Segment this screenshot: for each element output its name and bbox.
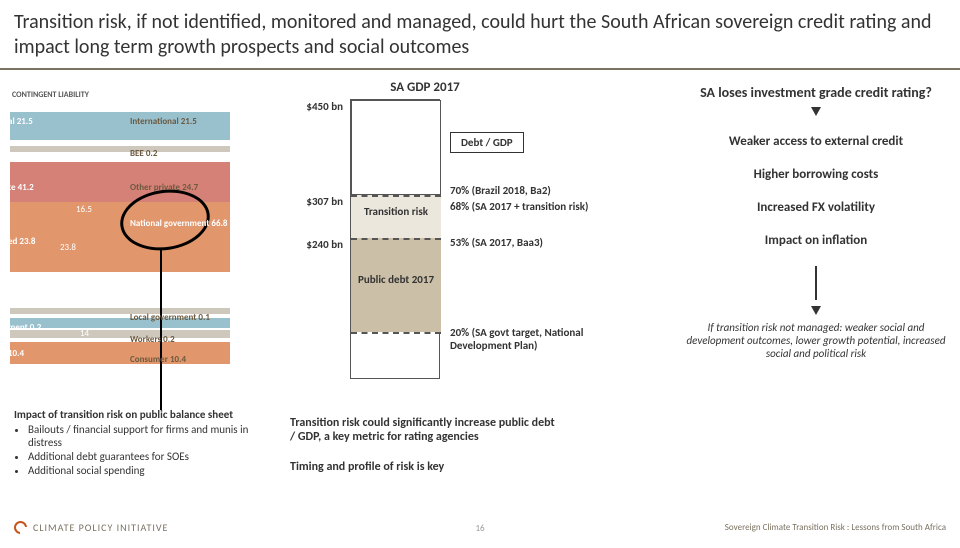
sankey-band bbox=[10, 330, 230, 338]
impact-bullets: Impact of transition risk on public bala… bbox=[14, 408, 254, 478]
bar-dash-line bbox=[351, 332, 441, 334]
sankey-mid-label: 14 bbox=[80, 328, 89, 339]
annotation-line bbox=[160, 250, 162, 410]
impact-heading: Impact of transition risk on public bala… bbox=[14, 408, 254, 421]
logo-ring-icon bbox=[14, 521, 27, 534]
content-area: CONTINGENT LIABILITY al 21.5 te 41.2 ed 23… bbox=[0, 70, 960, 548]
bar-axis-label: $307 bn bbox=[297, 195, 343, 208]
impact-bullet: Additional social spending bbox=[28, 464, 254, 477]
sankey-left-label: te 41.2 bbox=[8, 182, 34, 193]
consequences-footer: If transition risk not managed: weaker s… bbox=[686, 321, 946, 360]
impact-bullet: Additional debt guarantees for SOEs bbox=[28, 450, 254, 463]
sankey-heading: CONTINGENT LIABILITY bbox=[12, 90, 89, 100]
bar-segment-label: Public debt 2017 bbox=[351, 273, 441, 286]
sankey-right-label: Local government 0.1 bbox=[130, 312, 210, 323]
center-note: Transition risk could significantly incr… bbox=[290, 416, 560, 490]
sankey-right-label: Workers 0.2 bbox=[130, 334, 175, 345]
bar-axis-label: $450 bn bbox=[297, 100, 343, 113]
bar-side-label: 68% (SA 2017 + transition risk) bbox=[450, 200, 590, 213]
consequence-item: Increased FX volatility bbox=[686, 200, 946, 215]
footer-source: Sovereign Climate Transition Risk : Less… bbox=[725, 522, 946, 533]
bar-chart-title: SA GDP 2017 bbox=[290, 80, 560, 95]
center-note-p1: Transition risk could significantly incr… bbox=[290, 416, 560, 444]
title-bar: Transition risk, if not identified, moni… bbox=[0, 0, 960, 70]
page-title: Transition risk, if not identified, moni… bbox=[14, 10, 946, 60]
arrow-down-icon bbox=[811, 107, 821, 116]
sankey-band bbox=[10, 342, 230, 364]
consequences-column: SA loses investment grade credit rating?… bbox=[686, 84, 946, 360]
sankey-mid-label: 23.8 bbox=[60, 242, 76, 253]
sankey-left-label: al 21.5 bbox=[8, 116, 33, 127]
vertical-line bbox=[815, 266, 817, 300]
bar-side-label: 53% (SA 2017, Baa3) bbox=[450, 236, 590, 249]
sankey-left-label: 10.4 bbox=[8, 348, 24, 359]
consequence-item: Higher borrowing costs bbox=[686, 167, 946, 182]
sankey-right-label: International 21.5 bbox=[130, 116, 197, 127]
sankey-right-label: BEE 0.2 bbox=[130, 148, 157, 159]
page-number: 16 bbox=[475, 523, 484, 534]
consequence-item: Impact on inflation bbox=[686, 233, 946, 248]
impact-bullet: Bailouts / financial support for firms a… bbox=[28, 423, 254, 449]
bar-segment-label: Transition risk bbox=[351, 205, 441, 218]
debt-gdp-label: Debt / GDP bbox=[450, 132, 524, 153]
arrow-down-icon bbox=[811, 306, 821, 315]
bar-dash-line bbox=[351, 195, 441, 197]
sankey-left-label: ment 0.2 bbox=[8, 322, 41, 333]
consequence-item: Weaker access to external credit bbox=[686, 134, 946, 149]
sankey-graphic: CONTINGENT LIABILITY al 21.5 te 41.2 ed 23… bbox=[10, 90, 230, 390]
sankey-left-label: ed 23.8 bbox=[8, 236, 35, 247]
bar-dash-line bbox=[351, 238, 441, 240]
org-logo: CLIMATE POLICY INITIATIVE bbox=[14, 521, 168, 534]
sankey-right-label: Consumer 10.4 bbox=[130, 354, 186, 365]
center-note-p2: Timing and profile of risk is key bbox=[290, 460, 560, 474]
sankey-right-label: Other private 24.7 bbox=[130, 182, 198, 193]
sankey-band bbox=[10, 146, 230, 152]
bar-side-label: 20% (SA govt target, National Developmen… bbox=[450, 326, 590, 352]
bar-chart: SA GDP 2017 Transition risk Public debt 2… bbox=[290, 80, 560, 379]
bar-segment bbox=[351, 100, 441, 195]
bar-axis-label: $240 bn bbox=[297, 238, 343, 251]
consequences-heading: SA loses investment grade credit rating? bbox=[686, 84, 946, 101]
bar-side-label: 70% (Brazil 2018, Ba2) bbox=[450, 184, 590, 197]
sankey-right-label: National government 66.8 bbox=[130, 218, 227, 229]
org-name: CLIMATE POLICY INITIATIVE bbox=[33, 521, 168, 534]
sankey-band bbox=[10, 112, 230, 140]
sankey-mid-label: 16.5 bbox=[76, 204, 92, 215]
bar-frame: Transition riskPublic debt 2017$450 bn$3… bbox=[350, 99, 440, 379]
sankey-mid-label: 11 bbox=[90, 150, 99, 161]
